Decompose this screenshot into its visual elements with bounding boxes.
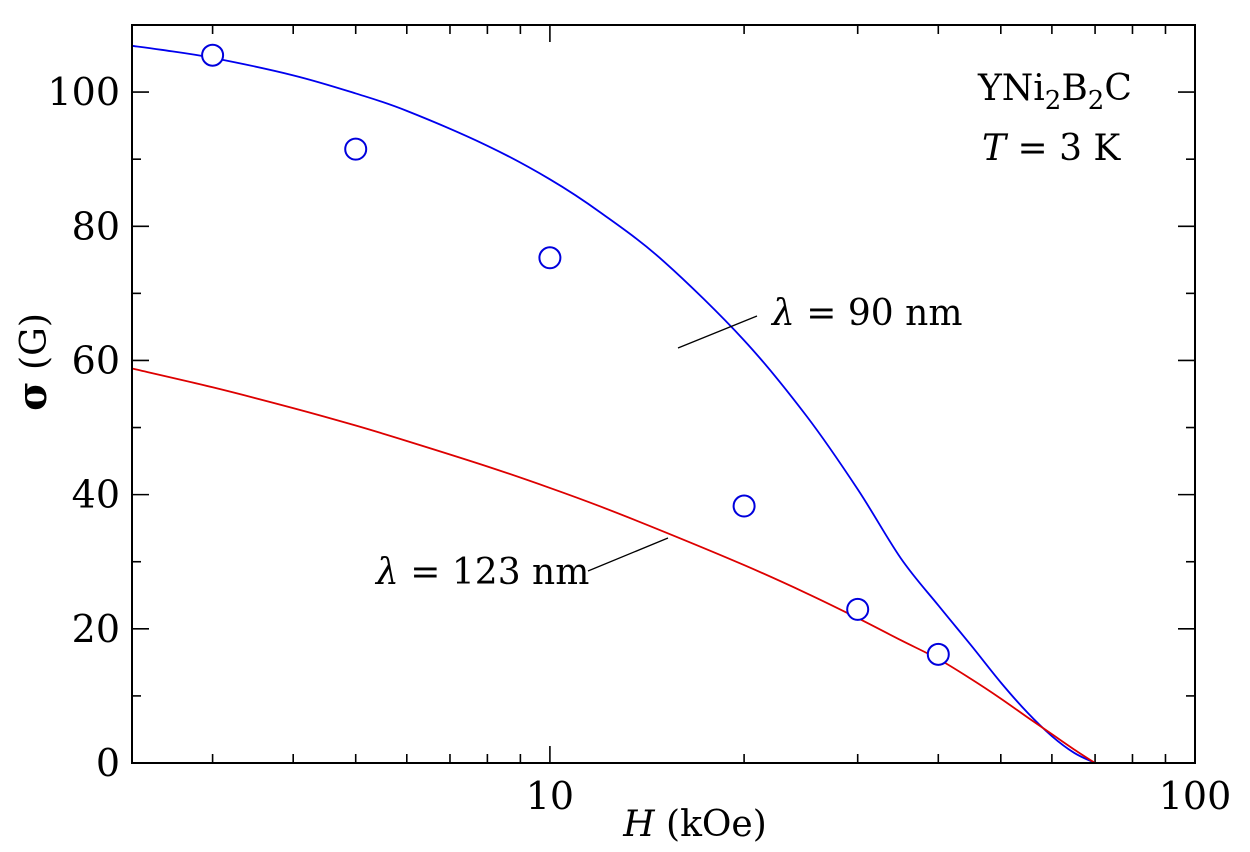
y-tick-label: 60 [72,338,120,382]
temperature-var: T [982,128,1009,169]
y-tick-label: 0 [96,741,120,785]
y-axis-unit: (G) [14,313,55,381]
data-point [926,642,950,666]
fit-curve-fit-123 [131,367,1096,764]
y-axis-title: σ (G) [9,313,56,411]
data-point [732,494,756,518]
y-tick-label: 20 [72,607,120,651]
data-markers [201,43,950,666]
minor-ticks [132,25,1195,763]
lambda-123-rest: = 123 nm [399,552,590,593]
leader-line-90 [677,315,758,349]
data-point [846,597,870,621]
y-tick-label: 40 [72,473,120,517]
x-axis-unit: (kOe) [655,804,767,845]
material-label: YNi2B2C [977,68,1132,116]
plot-frame [131,24,1196,764]
tick-labels: 10 100 0 20 40 60 80 100 [47,70,1231,818]
material-sub1: 2 [1045,86,1062,116]
data-point [538,246,562,270]
data-point [344,137,368,161]
material-sub2: 2 [1088,86,1105,116]
lambda-90-sym: λ [770,293,795,334]
temperature-rest: = 3 K [1006,128,1121,169]
data-point [201,43,225,67]
x-tick-label: 10 [526,774,574,818]
lambda-123-label: λ = 123 nm [374,552,589,593]
fit-curve-fit-90 [131,44,1096,764]
material-end: C [1104,68,1132,109]
x-axis-var: H [622,804,655,845]
lambda-123-sym: λ [374,552,399,593]
x-tick-label: 100 [1159,774,1232,818]
y-axis-var: σ [9,381,56,411]
fit-curves [131,44,1096,764]
lambda-90-label: λ = 90 nm [770,293,962,334]
y-tick-label: 80 [72,204,120,248]
y-tick-label: 100 [47,70,120,114]
leader-line-123 [587,537,669,572]
material-mid: B [1061,68,1087,109]
x-axis-title: H (kOe) [622,804,767,845]
temperature-label: T = 3 K [982,128,1121,169]
lambda-90-rest: = 90 nm [795,293,963,334]
material-base: YNi [977,68,1045,109]
